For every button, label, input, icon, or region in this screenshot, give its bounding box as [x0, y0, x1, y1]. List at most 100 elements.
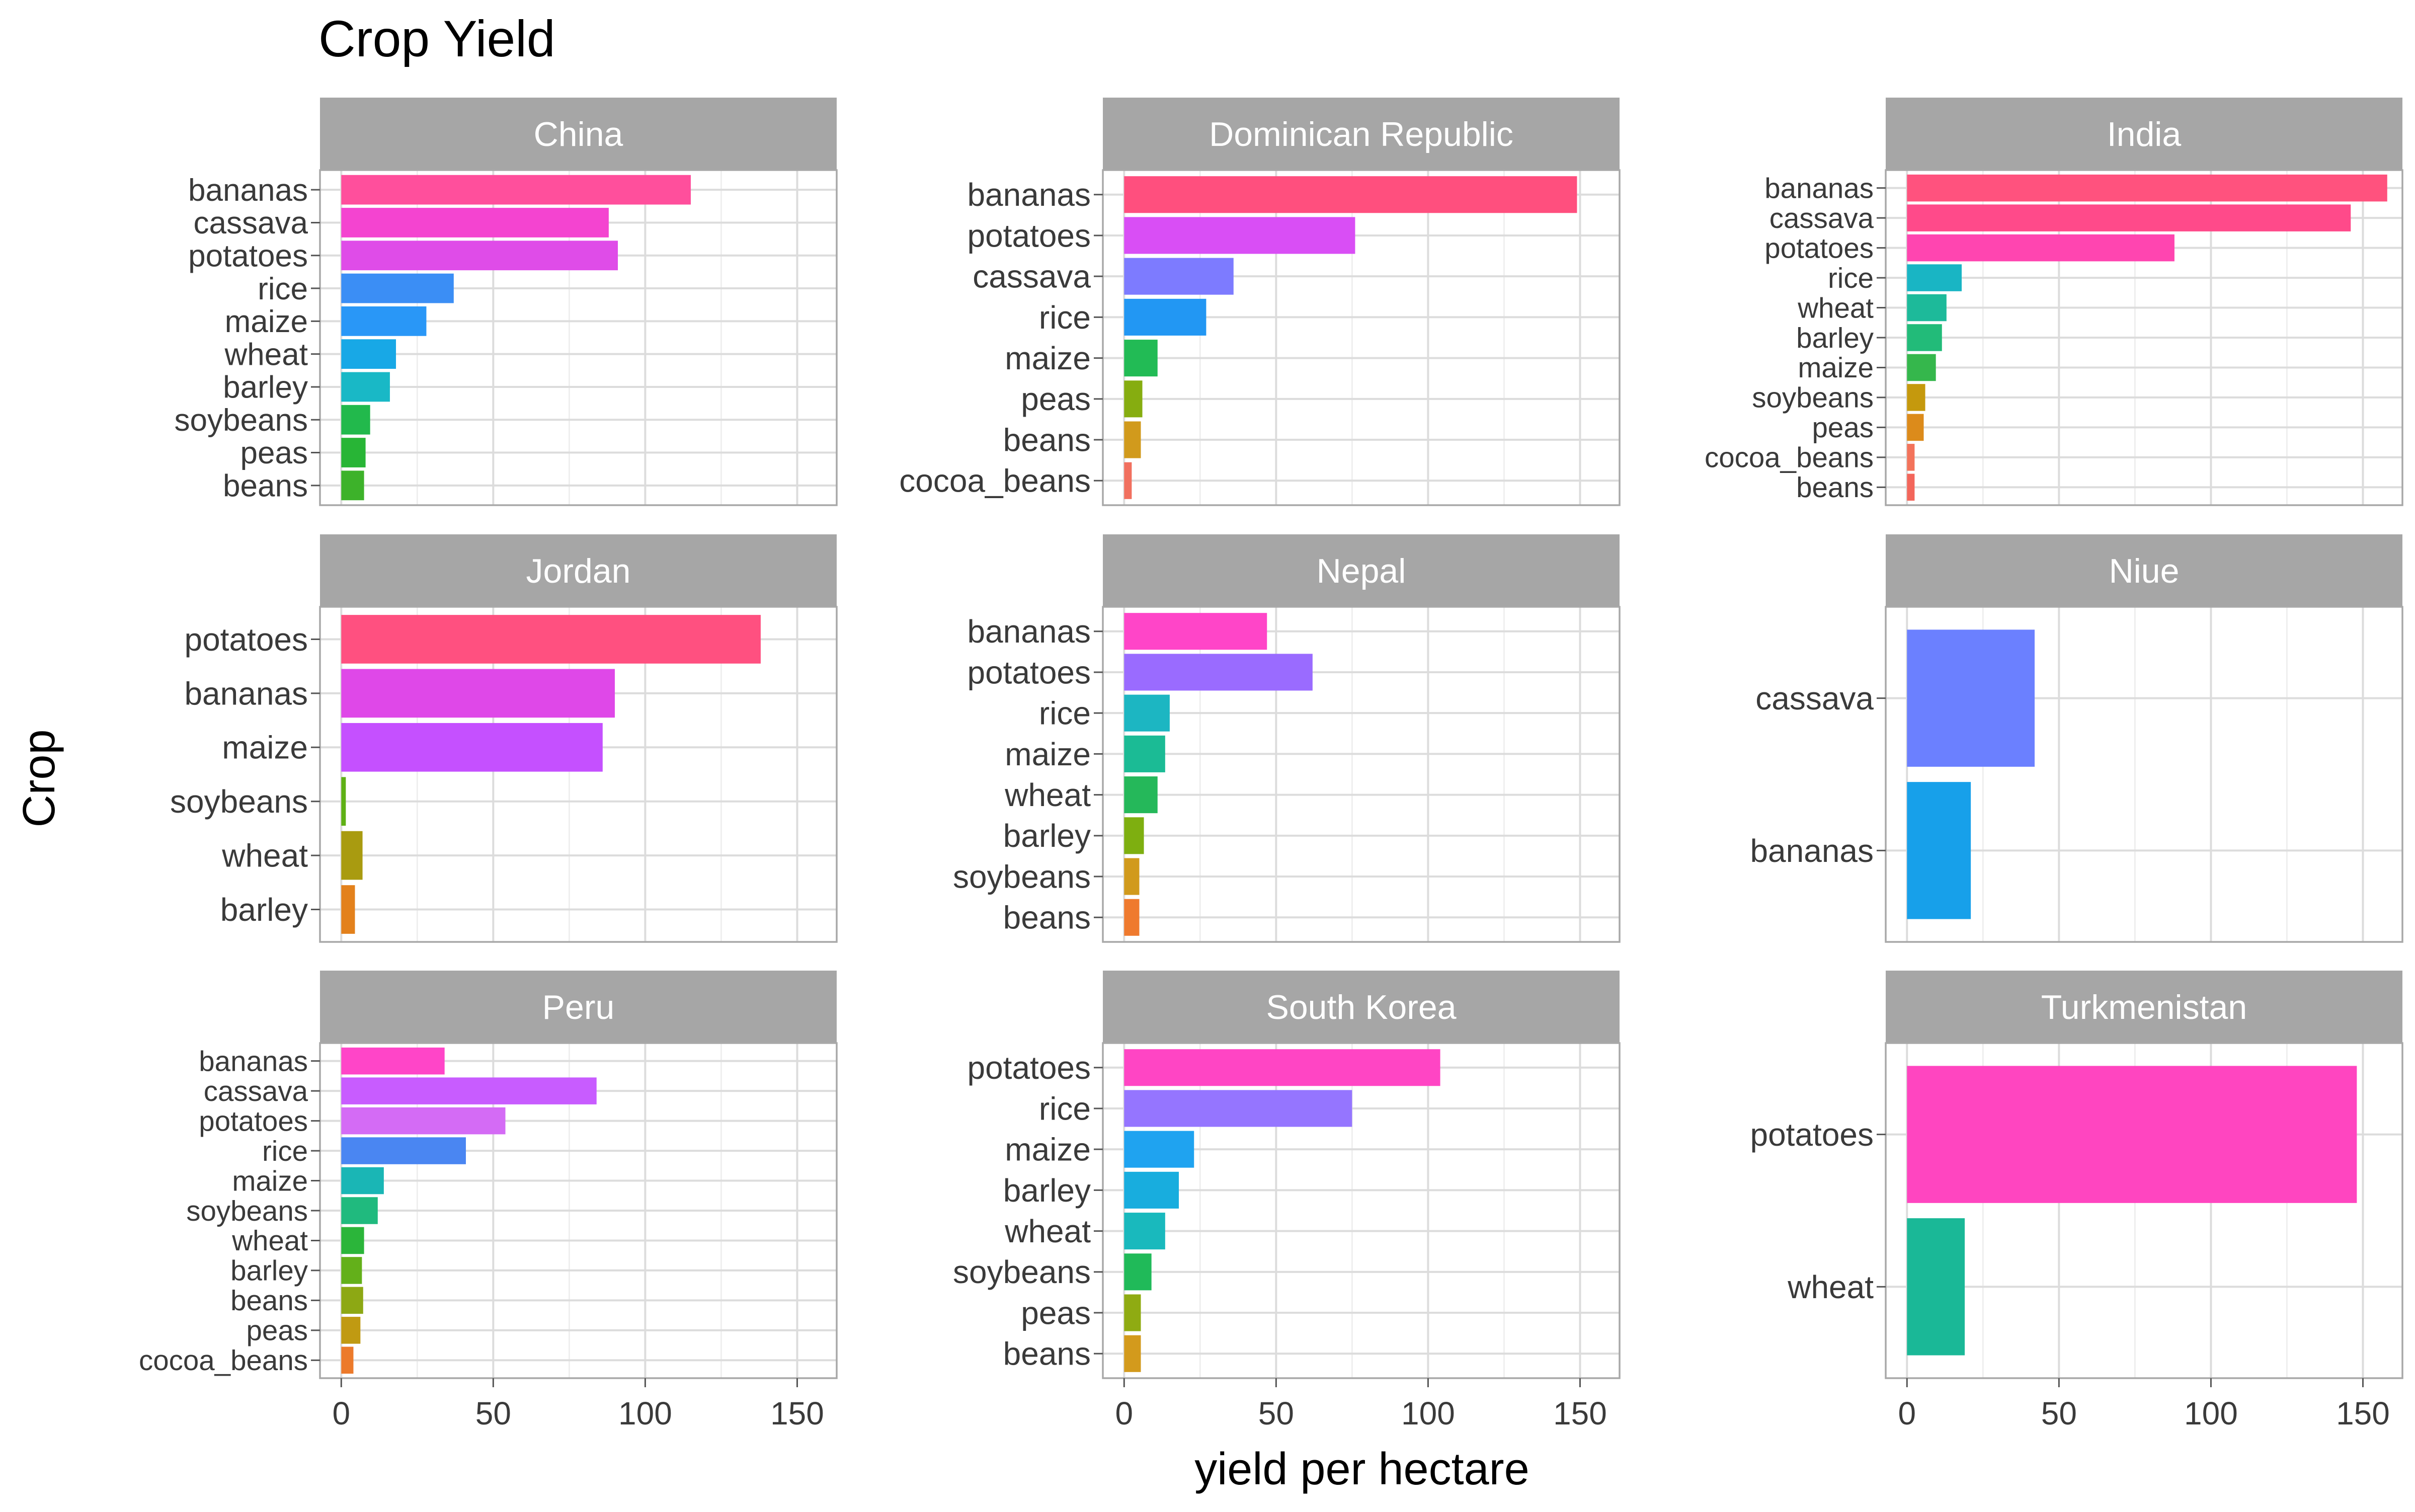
- y-tick-label: barley: [1003, 818, 1091, 854]
- bar-china-barley: [341, 372, 390, 402]
- bar-india-rice: [1907, 264, 1962, 291]
- y-tick-label: soybeans: [953, 1254, 1091, 1290]
- bar-south-korea-peas: [1124, 1294, 1141, 1331]
- x-tick-label: 150: [2336, 1395, 2390, 1431]
- y-tick-label: cocoa_beans: [899, 463, 1091, 499]
- facet-turkmenistan: Turkmenistan potatoes wheat 0 50 100 150: [1750, 971, 2403, 1431]
- y-tick-label: cassava: [193, 206, 308, 241]
- facet-strip-label: Peru: [542, 988, 615, 1026]
- x-tick-label: 50: [1258, 1395, 1294, 1431]
- bar-china-soybeans: [341, 405, 370, 435]
- x-tick-label: 150: [770, 1395, 824, 1431]
- bar-peru-barley: [341, 1257, 362, 1284]
- bar-india-cocoa-beans: [1907, 444, 1915, 471]
- y-tick-label: soybeans: [1752, 382, 1874, 414]
- x-tick-label: 50: [2041, 1395, 2077, 1431]
- y-tick-label: bananas: [188, 173, 308, 208]
- bar-jordan-wheat: [341, 831, 363, 880]
- y-tick-label: barley: [230, 1255, 308, 1287]
- facet-peru: Peru bananascassavapotatoesricemaizesoybe…: [139, 971, 838, 1431]
- bar-peru-peas: [341, 1317, 361, 1344]
- y-tick-label: potatoes: [967, 1050, 1091, 1086]
- x-tick-label: 150: [1553, 1395, 1607, 1431]
- x-tick-label: 100: [618, 1395, 672, 1431]
- y-tick-label: peas: [240, 436, 308, 470]
- y-tick-label: cassava: [204, 1075, 308, 1107]
- bar-jordan-barley: [341, 885, 355, 934]
- facet-strip: [1886, 98, 2402, 170]
- facet-panels: Chinabananascassavapotatoesricemaizewhea…: [139, 98, 2403, 1431]
- y-tick-label: beans: [223, 469, 308, 504]
- x-tick-label: 100: [1401, 1395, 1455, 1431]
- y-tick-label: cassava: [973, 259, 1091, 295]
- bar-south-korea-soybeans: [1124, 1253, 1152, 1291]
- y-tick-label: peas: [247, 1315, 308, 1346]
- bar-dominican-republic-cassava: [1124, 258, 1234, 295]
- facet-strip-label: India: [2107, 115, 2182, 153]
- bar-nepal-potatoes: [1124, 654, 1313, 691]
- y-tick-label: bananas: [184, 675, 308, 711]
- bar-south-korea-barley: [1124, 1171, 1179, 1209]
- y-tick-label: beans: [1003, 1336, 1091, 1372]
- y-tick-label: maize: [225, 304, 308, 339]
- y-tick-label: beans: [1796, 471, 1874, 503]
- facet-strip: [1886, 971, 2402, 1043]
- x-tick-label: 0: [332, 1395, 350, 1431]
- bar-india-cassava: [1907, 204, 2351, 231]
- facet-panel-border: [1102, 169, 1621, 506]
- y-tick-label: maize: [1005, 340, 1091, 376]
- y-tick-label: maize: [232, 1165, 308, 1197]
- bar-india-bananas: [1907, 174, 2387, 202]
- facet-strip: [1886, 534, 2402, 607]
- bar-jordan-potatoes: [341, 615, 761, 664]
- bar-peru-maize: [341, 1167, 384, 1195]
- bar-india-beans: [1907, 473, 1915, 501]
- bar-niue-bananas: [1907, 782, 1971, 919]
- y-tick-label: cassava: [1769, 202, 1874, 234]
- bar-dominican-republic-maize: [1124, 340, 1158, 377]
- bar-south-korea-rice: [1124, 1090, 1352, 1127]
- y-tick-label: rice: [1039, 695, 1091, 732]
- facet-south-korea: South Korea potatoes rice maize barley wheat s…: [953, 971, 1621, 1431]
- y-tick-label: wheat: [221, 838, 308, 874]
- y-tick-label: rice: [1039, 1090, 1091, 1127]
- y-tick-label: potatoes: [199, 1105, 308, 1137]
- bar-niue-cassava: [1907, 629, 2035, 767]
- bar-peru-beans: [341, 1287, 363, 1314]
- y-tick-label: maize: [1005, 736, 1091, 772]
- y-tick-label: rice: [1828, 262, 1874, 294]
- facet-strip: [1103, 534, 1620, 607]
- facet-panel-border: [1102, 606, 1621, 943]
- y-tick-label: beans: [1003, 422, 1091, 458]
- y-tick-label: peas: [1812, 412, 1874, 443]
- y-tick-label: maize: [1005, 1132, 1091, 1168]
- y-tick-label: soybeans: [175, 403, 308, 438]
- y-tick-label: wheat: [1004, 1213, 1091, 1249]
- bar-peru-potatoes: [341, 1107, 506, 1135]
- bar-jordan-soybeans: [341, 777, 346, 826]
- bar-china-rice: [341, 273, 454, 303]
- facet-strip-label: Niue: [2109, 552, 2180, 590]
- bar-nepal-bananas: [1124, 613, 1267, 650]
- bar-south-korea-potatoes: [1124, 1049, 1440, 1086]
- bar-china-potatoes: [341, 241, 618, 271]
- bar-peru-cassava: [341, 1077, 597, 1104]
- bar-china-beans: [341, 470, 364, 501]
- bar-china-cassava: [341, 208, 609, 237]
- y-tick-label: rice: [258, 272, 308, 306]
- facet-strip-label: Dominican Republic: [1209, 115, 1513, 153]
- bar-india-potatoes: [1907, 234, 2175, 262]
- y-tick-label: potatoes: [188, 238, 308, 273]
- bar-china-maize: [341, 306, 427, 336]
- facet-panel-border: [1885, 606, 2403, 943]
- y-tick-label: wheat: [224, 337, 308, 372]
- facet-strip: [320, 534, 837, 607]
- bar-peru-soybeans: [341, 1197, 378, 1224]
- y-tick-label: soybeans: [186, 1195, 308, 1227]
- bar-nepal-maize: [1124, 735, 1165, 772]
- y-tick-label: bananas: [1750, 833, 1874, 869]
- chart-title: Crop Yield: [318, 10, 555, 67]
- y-tick-label: cocoa_beans: [1705, 442, 1874, 473]
- y-tick-label: bananas: [967, 613, 1091, 650]
